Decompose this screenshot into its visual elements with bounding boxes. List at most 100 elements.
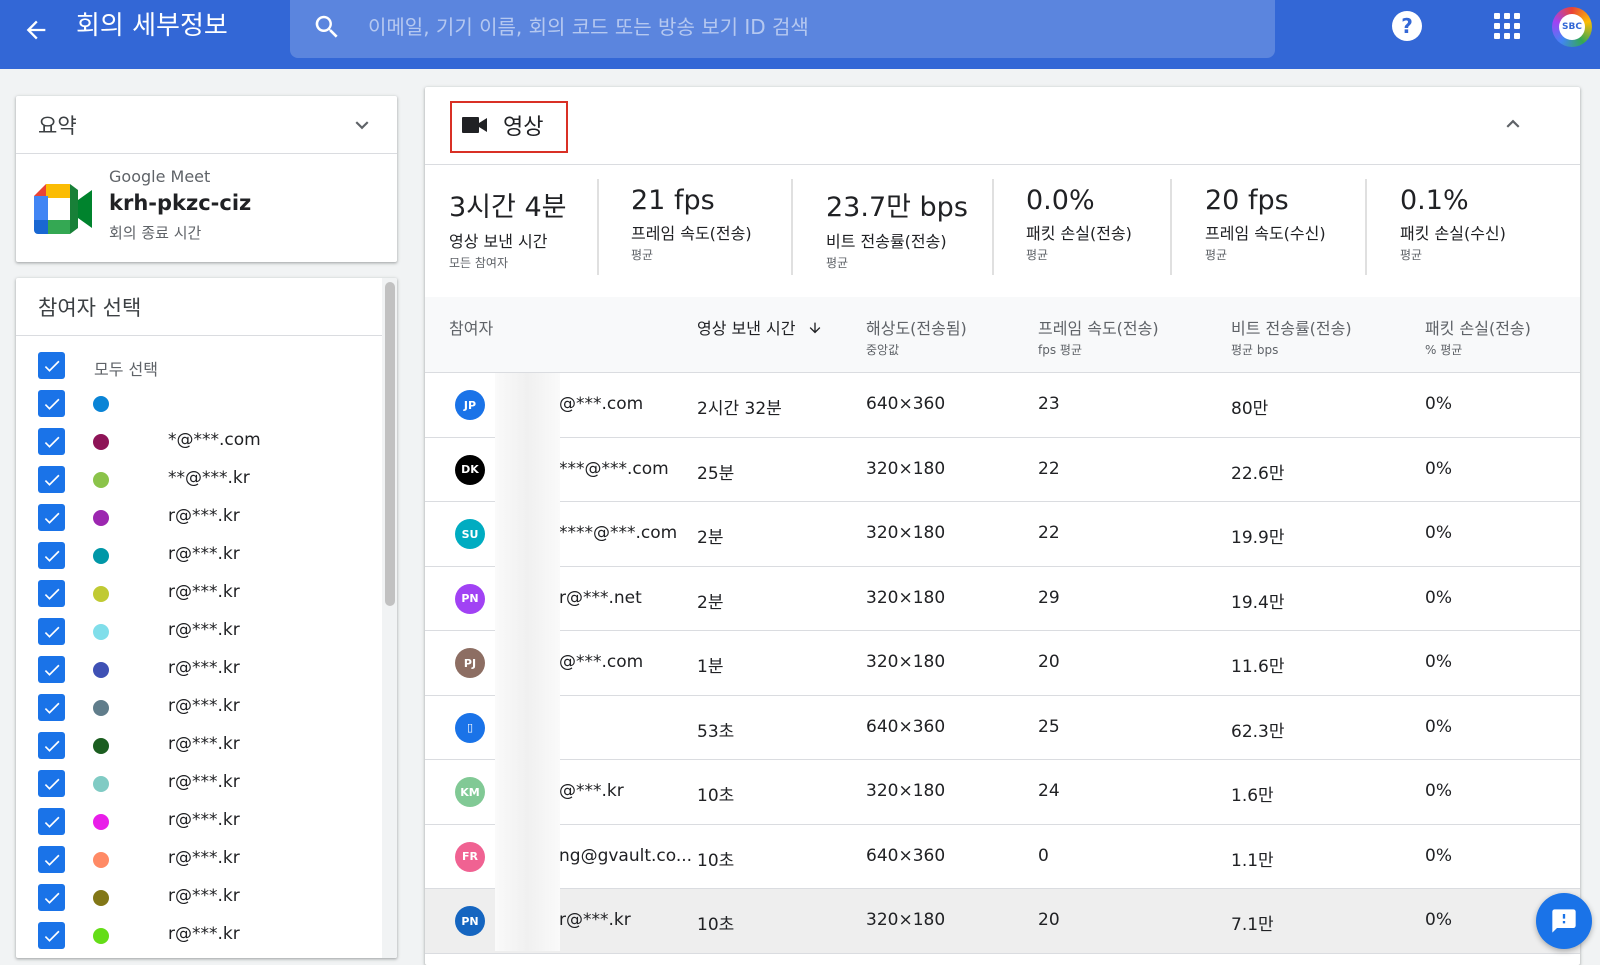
participant-row[interactable]: r@***.kr — [38, 842, 378, 880]
select-all-row[interactable]: 모두 선택 — [38, 348, 378, 386]
participant-avatar: FR — [455, 841, 485, 872]
check-icon — [44, 930, 59, 942]
check-icon — [44, 816, 59, 828]
cell-packet-loss: 0% — [1425, 781, 1452, 801]
participant-checkbox[interactable] — [38, 732, 65, 759]
col-participant[interactable]: 참여자 — [449, 315, 493, 339]
feedback-button[interactable] — [1536, 893, 1592, 949]
stat-value: 20 fps — [1205, 185, 1289, 216]
participant-email[interactable]: ***@***.com — [559, 458, 669, 479]
participant-checkbox[interactable] — [38, 428, 65, 455]
cell-fps: 24 — [1038, 781, 1060, 801]
cell-video-time: 10초 — [697, 786, 735, 806]
video-participants-table: 참여자 영상 보낸 시간 해상도(전송됨) 중앙값 프레임 속도(전송) fps 평… — [425, 297, 1580, 954]
select-all-checkbox[interactable] — [38, 352, 65, 379]
page-title: 회의 세부정보 — [76, 11, 228, 41]
participant-row[interactable]: r@***.kr — [38, 500, 378, 538]
cell-bitrate: 11.6만 — [1231, 657, 1285, 677]
help-button[interactable]: ? — [1392, 11, 1422, 41]
participant-checkbox[interactable] — [38, 580, 65, 607]
check-icon — [44, 740, 59, 752]
participant-checkbox[interactable] — [38, 884, 65, 911]
stat-value: 0.0% — [1026, 185, 1095, 216]
search-bar[interactable] — [290, 0, 1275, 58]
table-row[interactable]: JP @***.com 2시간 32분 640×360 23 80만 0% — [425, 373, 1580, 438]
participant-row[interactable]: r@***.kr — [38, 728, 378, 766]
participant-color-dot — [93, 396, 109, 412]
chevron-up-icon[interactable] — [1500, 111, 1526, 137]
participant-email[interactable]: @***.kr — [559, 781, 624, 801]
meeting-code: krh-pkzc-ciz — [109, 191, 252, 215]
participant-row[interactable]: **@***.kr — [38, 462, 378, 500]
summary-card: 요약 Google Meet krh-pkzc-ciz 회의 종료 시간 — [16, 96, 397, 262]
participant-row[interactable]: r@***.kr — [38, 880, 378, 918]
participant-color-dot — [93, 624, 109, 640]
table-row[interactable]: PN r@***.net 2분 320×180 29 19.4만 0% — [425, 567, 1580, 631]
col-sub: 평균 bps — [1231, 343, 1279, 357]
table-row[interactable]: KM @***.kr 10초 320×180 24 1.6만 0% — [425, 760, 1580, 825]
participant-color-dot — [93, 662, 109, 678]
table-row[interactable]: PJ @***.com 1분 320×180 20 11.6만 0% — [425, 631, 1580, 696]
participant-label: r@***.kr — [168, 506, 240, 526]
apps-grid-button[interactable] — [1494, 13, 1520, 39]
col-fps[interactable]: 프레임 속도(전송) fps 평균 — [1038, 315, 1159, 358]
participant-email[interactable]: ng@gvault.co... — [559, 845, 693, 866]
back-button[interactable] — [18, 12, 54, 48]
scroll-thumb[interactable] — [385, 282, 395, 606]
participant-checkbox[interactable] — [38, 390, 65, 417]
summary-header[interactable]: 요약 — [16, 96, 397, 154]
participant-checkbox[interactable] — [38, 808, 65, 835]
col-video-sent-time[interactable]: 영상 보낸 시간 — [697, 315, 823, 339]
video-card-header[interactable]: 영상 — [425, 87, 1580, 165]
col-bitrate[interactable]: 비트 전송률(전송) 평균 bps — [1231, 315, 1352, 358]
col-packet-loss[interactable]: 패킷 손실(전송) % 평균 — [1425, 315, 1531, 358]
participant-email[interactable]: r@***.kr — [559, 910, 631, 930]
participant-email[interactable]: ****@***.com — [559, 523, 678, 543]
search-input[interactable] — [368, 10, 1248, 44]
table-row[interactable]: PN r@***.kr 10초 320×180 20 7.1만 0% — [425, 889, 1580, 954]
participant-row[interactable]: r@***.kr — [38, 576, 378, 614]
participant-row[interactable]: r@***.kr — [38, 804, 378, 842]
participant-row[interactable]: r@***.kr — [38, 652, 378, 690]
table-row[interactable]: DK ***@***.com 25분 320×180 22 22.6만 0% — [425, 438, 1580, 502]
participant-checkbox[interactable] — [38, 466, 65, 493]
table-row[interactable]: ▯ 53초 640×360 25 62.3만 0% — [425, 696, 1580, 760]
participant-checkbox[interactable] — [38, 618, 65, 645]
cell-packet-loss: 0% — [1425, 587, 1452, 608]
participant-select-header: 참여자 선택 — [16, 278, 397, 336]
video-stats-row: 3시간 4분 영상 보낸 시간 모든 참여자 21 fps 프레임 속도(전송)… — [425, 177, 1580, 277]
participant-row[interactable]: *@***.com — [38, 424, 378, 462]
participant-row[interactable]: r@***.kr — [38, 690, 378, 728]
cell-resolution: 320×180 — [866, 523, 946, 543]
participant-row[interactable]: r@***.kr — [38, 918, 378, 956]
col-resolution[interactable]: 해상도(전송됨) 중앙값 — [866, 315, 967, 358]
cell-fps: 23 — [1038, 394, 1060, 414]
participant-list-scrollbar[interactable] — [382, 278, 397, 958]
cell-video-time: 10초 — [697, 915, 735, 935]
participant-color-dot — [93, 928, 109, 944]
table-row[interactable]: SU ****@***.com 2분 320×180 22 19.9만 0% — [425, 502, 1580, 567]
participant-email[interactable]: @***.com — [559, 652, 644, 672]
participant-checkbox[interactable] — [38, 656, 65, 683]
participant-label: r@***.kr — [168, 696, 240, 716]
cell-bitrate: 7.1만 — [1231, 915, 1274, 935]
participant-label: r@***.kr — [168, 772, 240, 792]
video-card: 영상 3시간 4분 영상 보낸 시간 모든 참여자 21 fps 프레임 속도(… — [425, 87, 1580, 965]
participant-row[interactable]: r@***.kr — [38, 538, 378, 576]
participant-checkbox[interactable] — [38, 770, 65, 797]
participant-row[interactable]: r@***.kr — [38, 766, 378, 804]
table-row[interactable]: FR ng@gvault.co... 10초 640×360 0 1.1만 0% — [425, 825, 1580, 889]
account-avatar[interactable]: SBC — [1552, 7, 1592, 47]
chevron-down-icon[interactable] — [349, 112, 375, 138]
participant-checkbox[interactable] — [38, 542, 65, 569]
participant-email[interactable]: @***.com — [559, 394, 644, 414]
participant-checkbox[interactable] — [38, 922, 65, 949]
participant-email[interactable]: r@***.net — [559, 587, 642, 608]
participant-checkbox[interactable] — [38, 694, 65, 721]
participant-row[interactable]: r@***.kr — [38, 614, 378, 652]
arrow-back-icon — [26, 20, 46, 40]
participant-row[interactable] — [38, 386, 378, 424]
participant-checkbox[interactable] — [38, 846, 65, 873]
participant-checkbox[interactable] — [38, 504, 65, 531]
participant-color-dot — [93, 814, 109, 830]
